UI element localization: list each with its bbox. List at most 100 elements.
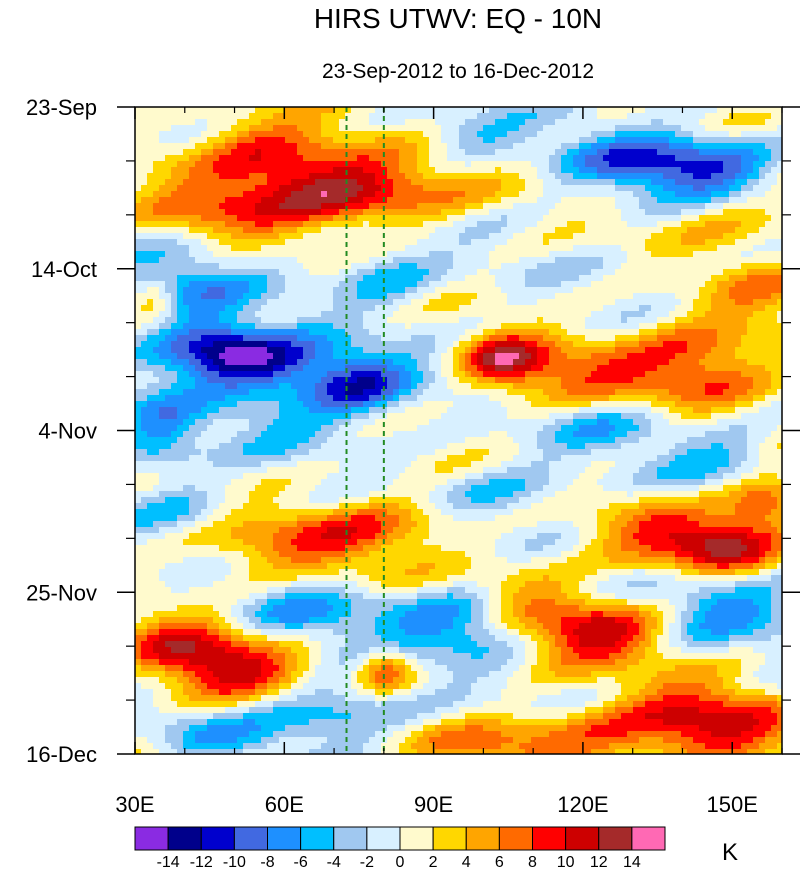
field-cell <box>771 251 778 258</box>
field-cell <box>519 353 526 360</box>
field-cell <box>597 239 604 246</box>
field-cell <box>213 161 220 168</box>
field-cell <box>585 167 592 174</box>
field-cell <box>681 251 688 258</box>
field-cell <box>261 269 268 276</box>
field-cell <box>399 257 406 264</box>
field-cell <box>609 299 616 306</box>
field-cell <box>321 245 328 252</box>
field-cell <box>591 209 598 216</box>
field-cell <box>675 275 682 282</box>
field-cell <box>759 281 766 288</box>
field-cell <box>411 185 418 192</box>
field-cell <box>483 173 490 180</box>
field-cell <box>555 305 562 312</box>
field-cell <box>621 347 628 354</box>
field-cell <box>249 107 256 114</box>
field-cell <box>567 179 574 186</box>
field-cell <box>609 329 616 336</box>
field-cell <box>501 341 508 348</box>
field-cell <box>639 263 646 270</box>
field-cell <box>609 281 616 288</box>
field-cell <box>369 263 376 270</box>
field-cell <box>213 131 220 138</box>
field-cell <box>207 263 214 270</box>
field-cell <box>693 203 700 210</box>
field-cell <box>693 245 700 252</box>
field-cell <box>693 347 700 354</box>
field-cell <box>711 257 718 264</box>
field-cell <box>237 383 244 390</box>
field-cell <box>573 119 580 126</box>
field-cell <box>261 281 268 288</box>
field-cell <box>507 149 514 156</box>
field-cell <box>159 317 166 324</box>
field-cell <box>333 269 340 276</box>
field-cell <box>591 143 598 150</box>
field-cell <box>345 221 352 228</box>
field-cell <box>609 335 616 342</box>
field-cell <box>339 347 346 354</box>
field-cell <box>141 149 148 156</box>
field-cell <box>471 365 478 372</box>
field-cell <box>333 329 340 336</box>
field-cell <box>573 125 580 132</box>
field-cell <box>333 191 340 198</box>
field-cell <box>447 161 454 168</box>
field-cell <box>315 125 322 132</box>
field-cell <box>375 185 382 192</box>
field-cell <box>507 125 514 132</box>
field-cell <box>429 203 436 210</box>
field-cell <box>273 257 280 264</box>
field-cell <box>771 107 778 114</box>
field-cell <box>417 311 424 318</box>
field-cell <box>453 263 460 270</box>
field-cell <box>699 119 706 126</box>
field-cell <box>135 293 142 300</box>
field-cell <box>663 113 670 120</box>
field-cell <box>231 299 238 306</box>
field-cell <box>399 299 406 306</box>
field-cell <box>465 365 472 372</box>
field-cell <box>561 359 568 366</box>
field-cell <box>459 257 466 264</box>
field-cell <box>543 155 550 162</box>
field-cell <box>627 113 634 120</box>
field-cell <box>471 227 478 234</box>
field-cell <box>315 209 322 216</box>
field-cell <box>525 281 532 288</box>
field-cell <box>753 257 760 264</box>
field-cell <box>477 221 484 228</box>
field-cell <box>489 299 496 306</box>
field-cell <box>159 209 166 216</box>
field-cell <box>501 131 508 138</box>
field-cell <box>777 107 782 114</box>
field-cell <box>483 245 490 252</box>
field-cell <box>501 227 508 234</box>
field-cell <box>405 125 412 132</box>
field-cell <box>447 299 454 306</box>
field-cell <box>507 167 514 174</box>
field-cell <box>531 149 538 156</box>
field-cell <box>555 179 562 186</box>
field-cell <box>471 263 478 270</box>
field-cell <box>429 299 436 306</box>
field-cell <box>309 167 316 174</box>
field-cell <box>267 263 274 270</box>
field-cell <box>765 239 772 246</box>
field-cell <box>669 341 676 348</box>
field-cell <box>723 251 730 258</box>
field-cell <box>477 191 484 198</box>
field-cell <box>645 107 652 114</box>
field-cell <box>753 275 760 282</box>
field-cell <box>435 161 442 168</box>
field-cell <box>273 119 280 126</box>
field-cell <box>711 233 718 240</box>
field-cell <box>171 161 178 168</box>
field-cell <box>219 257 226 264</box>
field-cell <box>525 215 532 222</box>
field-cell <box>399 245 406 252</box>
field-cell <box>423 233 430 240</box>
field-cell <box>339 365 346 372</box>
field-cell <box>753 197 760 204</box>
